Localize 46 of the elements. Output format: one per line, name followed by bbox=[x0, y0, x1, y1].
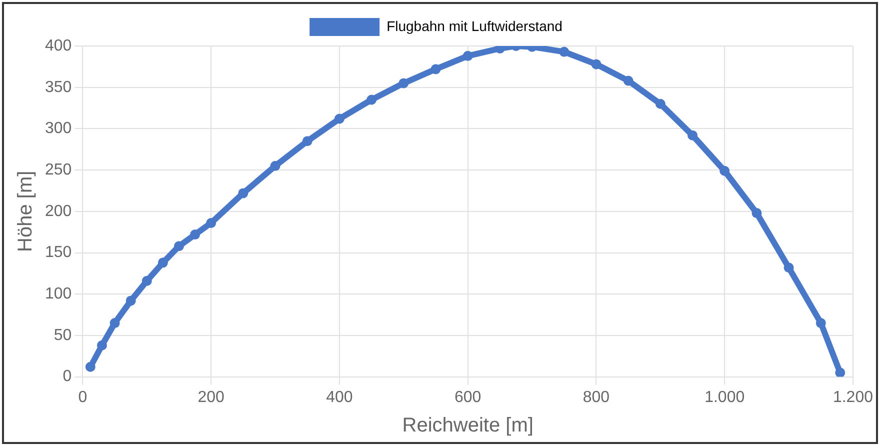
point bbox=[110, 318, 120, 328]
x-tick-label: 400 bbox=[326, 388, 353, 406]
point bbox=[334, 114, 344, 124]
y-tick-label: 400 bbox=[44, 37, 72, 54]
y-tick-label: 300 bbox=[44, 120, 72, 138]
point bbox=[720, 166, 730, 176]
point bbox=[655, 98, 666, 109]
x-tick-label: 200 bbox=[198, 388, 225, 406]
point bbox=[559, 46, 570, 57]
y-tick-label: 200 bbox=[44, 202, 72, 220]
y-tick-label: 100 bbox=[44, 286, 72, 303]
x-axis-title: Reichweite [m] bbox=[402, 414, 534, 437]
point bbox=[784, 262, 794, 273]
point bbox=[158, 258, 168, 268]
point bbox=[174, 241, 184, 252]
x-tick-label: 1.000 bbox=[704, 388, 745, 406]
point bbox=[816, 318, 826, 328]
legend-label: Flugbahn mit Luftwiderstand bbox=[386, 18, 562, 34]
point bbox=[835, 368, 846, 377]
point bbox=[85, 362, 96, 372]
point bbox=[126, 296, 136, 306]
x-tick-label: 800 bbox=[582, 388, 610, 406]
point bbox=[430, 64, 441, 74]
point bbox=[688, 130, 698, 140]
point bbox=[302, 136, 312, 146]
y-tick-label: 0 bbox=[62, 368, 72, 386]
point bbox=[366, 94, 377, 105]
point bbox=[752, 208, 762, 218]
y-tick-label: 50 bbox=[54, 326, 72, 344]
point bbox=[238, 188, 248, 198]
point bbox=[270, 160, 280, 171]
x-tick-label: 600 bbox=[454, 388, 482, 406]
point bbox=[623, 76, 634, 86]
y-tick-label: 250 bbox=[44, 161, 72, 178]
point bbox=[591, 59, 602, 70]
point bbox=[398, 78, 409, 88]
x-tick-label: 0 bbox=[78, 388, 88, 406]
y-tick-label: 150 bbox=[44, 244, 72, 262]
point bbox=[190, 230, 200, 240]
point bbox=[142, 276, 152, 286]
point bbox=[462, 50, 473, 61]
point bbox=[206, 218, 216, 228]
y-axis-title: Höhe [m] bbox=[14, 170, 37, 252]
y-tick-label: 350 bbox=[44, 78, 72, 96]
x-tick-label: 1.200 bbox=[832, 388, 874, 406]
point bbox=[96, 340, 107, 350]
